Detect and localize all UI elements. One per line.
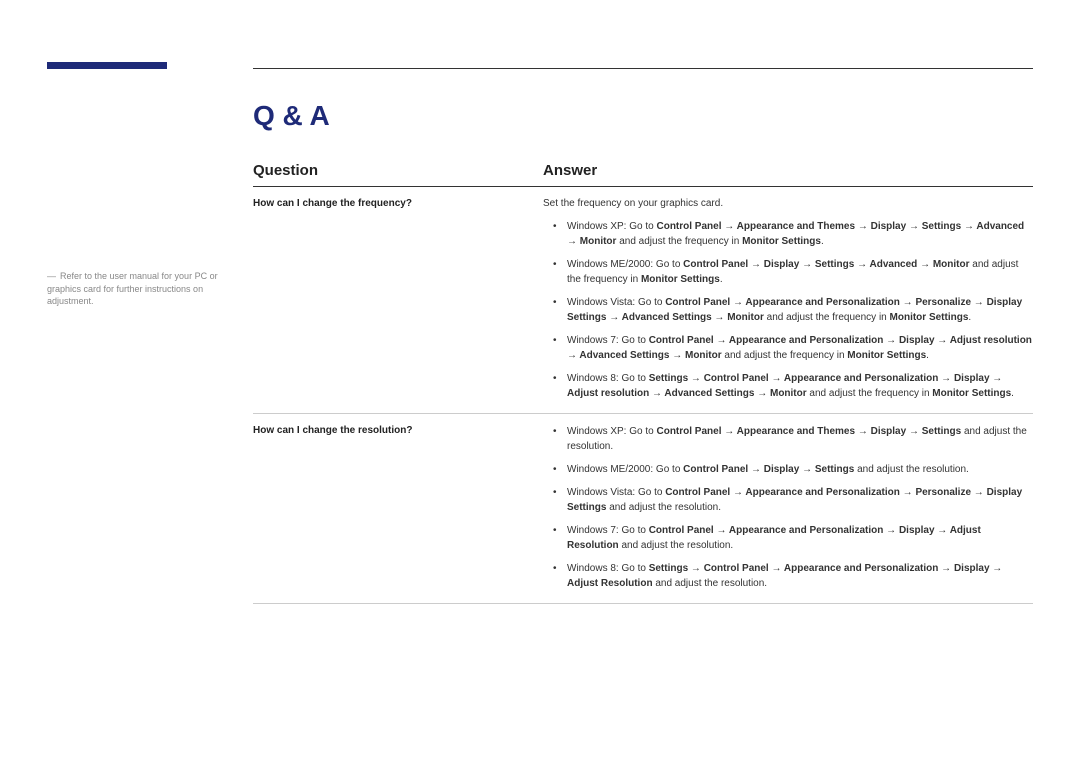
qa-header-row: Question Answer: [253, 162, 1033, 187]
answer-bullet: Windows 8: Go to Settings → Control Pane…: [543, 561, 1033, 591]
question-text: How can I change the frequency?: [253, 197, 543, 211]
question-text: How can I change the resolution?: [253, 424, 543, 438]
answer-bullet: Windows 7: Go to Control Panel → Appeara…: [543, 523, 1033, 553]
answer-bullet: Windows 8: Go to Settings → Control Pane…: [543, 371, 1033, 401]
answer-list: Windows XP: Go to Control Panel → Appear…: [543, 424, 1033, 591]
answer-intro: Set the frequency on your graphics card.: [543, 197, 1033, 211]
answer-bullet: Windows Vista: Go to Control Panel → App…: [543, 295, 1033, 325]
page-title: Q & A: [253, 100, 330, 132]
qa-grid: Question Answer How can I change the fre…: [253, 162, 1033, 604]
top-rule: [253, 68, 1033, 69]
answer-bullet: Windows 7: Go to Control Panel → Appeara…: [543, 333, 1033, 363]
answer-bullet: Windows ME/2000: Go to Control Panel → D…: [543, 257, 1033, 287]
sidebar-note-text: Refer to the user manual for your PC or …: [47, 271, 218, 306]
qa-row: How can I change the frequency?Set the f…: [253, 187, 1033, 414]
header-answer: Answer: [543, 162, 597, 179]
accent-bar: [47, 62, 167, 69]
answer-bullet: Windows XP: Go to Control Panel → Appear…: [543, 424, 1033, 454]
qa-row: How can I change the resolution?Windows …: [253, 414, 1033, 604]
answer-list: Windows XP: Go to Control Panel → Appear…: [543, 219, 1033, 401]
answer-bullet: Windows ME/2000: Go to Control Panel → D…: [543, 462, 1033, 477]
dash-icon: ―: [47, 271, 56, 281]
sidebar-note: ―Refer to the user manual for your PC or…: [47, 270, 237, 308]
answer-bullet: Windows XP: Go to Control Panel → Appear…: [543, 219, 1033, 249]
answer-bullet: Windows Vista: Go to Control Panel → App…: [543, 485, 1033, 515]
header-question: Question: [253, 162, 318, 179]
